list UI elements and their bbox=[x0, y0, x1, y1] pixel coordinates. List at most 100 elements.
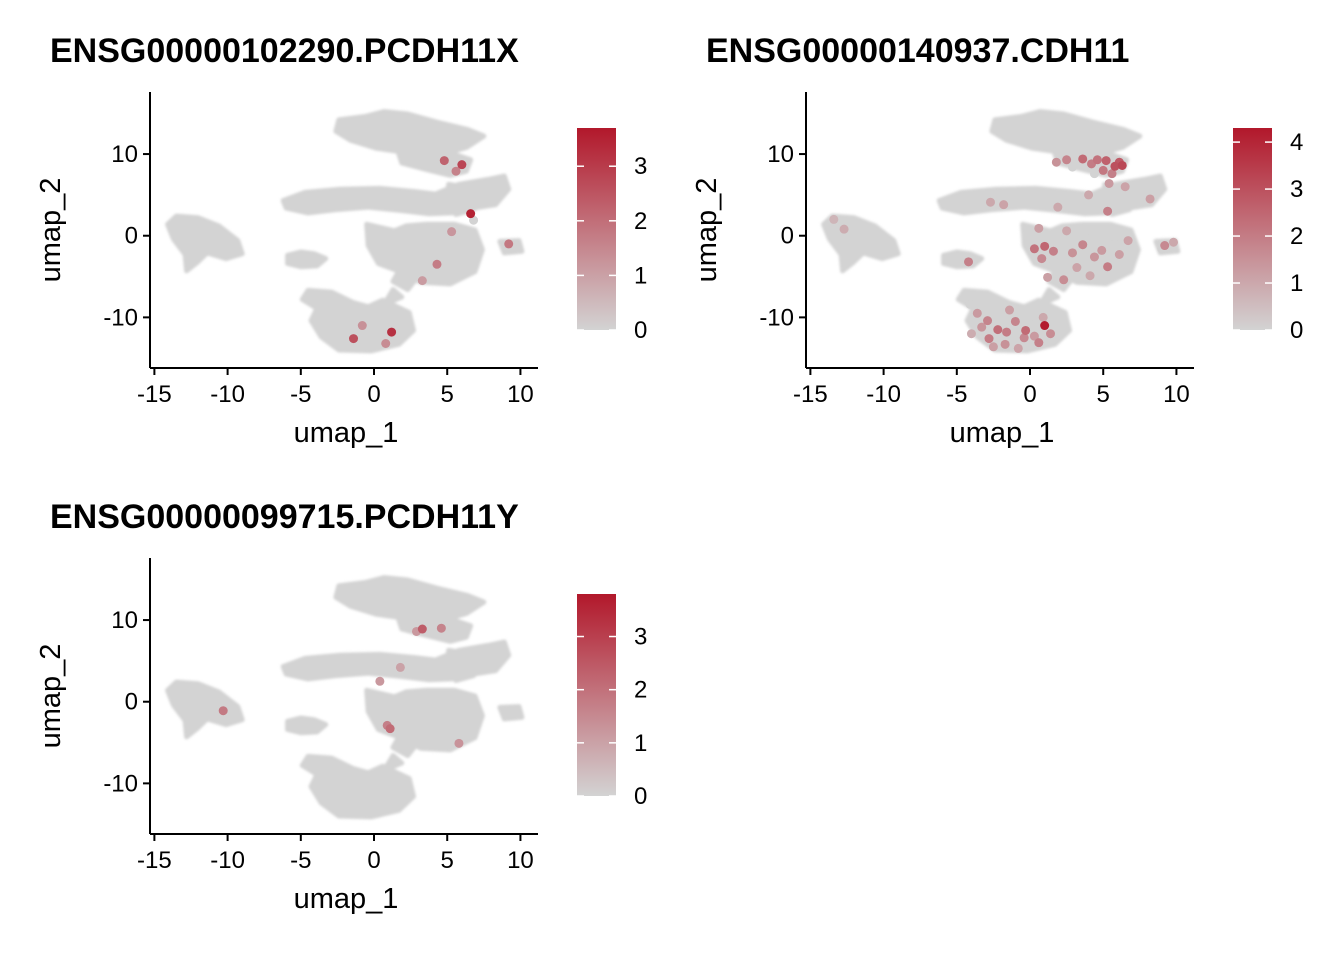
cell-cluster-1 bbox=[165, 213, 245, 274]
panels: ENSG00000102290.PCDH11X -15 -10 -5 0 5 10 -10 0 1… bbox=[35, 32, 1303, 915]
cell-point bbox=[1048, 255, 1058, 265]
y-tick-label: -10 bbox=[103, 770, 138, 797]
cell-cluster-7 bbox=[364, 221, 485, 287]
expressing-cell-point bbox=[1092, 155, 1102, 165]
expressing-cell-point bbox=[966, 329, 976, 339]
y-tick-label: 10 bbox=[111, 607, 138, 634]
expressing-cell-point bbox=[1040, 241, 1050, 251]
expressing-cell-point bbox=[457, 160, 467, 170]
expressing-cell-point bbox=[1110, 161, 1120, 171]
expressing-cell-point bbox=[1145, 194, 1155, 204]
expressing-cell-point bbox=[1123, 236, 1133, 246]
expressing-cell-point bbox=[1117, 160, 1127, 170]
color-legend-bar bbox=[1233, 128, 1272, 330]
expressing-cell-point bbox=[1019, 333, 1029, 343]
expressing-cell-point bbox=[417, 276, 427, 286]
expressing-cell-point bbox=[432, 259, 442, 269]
expressing-cell-point bbox=[454, 738, 464, 748]
expressing-cell-point bbox=[218, 706, 228, 716]
expressing-cell-point bbox=[1101, 156, 1111, 166]
expressing-cell-point bbox=[1059, 275, 1069, 285]
cell-cluster-11 bbox=[1037, 287, 1061, 307]
y-axis-title: umap_2 bbox=[35, 644, 67, 749]
cell-cluster-8 bbox=[390, 265, 419, 293]
expressing-cell-point bbox=[964, 257, 974, 267]
expressing-cell-point bbox=[1029, 244, 1039, 254]
legend-label: 3 bbox=[1290, 176, 1303, 203]
x-tick-label: -15 bbox=[137, 381, 172, 408]
expressing-cell-point bbox=[385, 724, 395, 734]
cell-cluster-2 bbox=[285, 249, 329, 270]
x-tick-label: -15 bbox=[793, 381, 828, 408]
expressing-cell-point bbox=[985, 197, 995, 207]
expressing-cell-point bbox=[1002, 327, 1012, 337]
expressing-cell-point bbox=[972, 308, 982, 318]
expressing-cell-point bbox=[375, 676, 385, 686]
panel-title: ENSG00000140937.CDH11 bbox=[706, 32, 1129, 70]
color-legend-bar bbox=[577, 128, 616, 330]
expressing-cell-point bbox=[1048, 246, 1058, 256]
y-tick-label: -10 bbox=[103, 304, 138, 331]
x-tick-label: -5 bbox=[290, 381, 311, 408]
expressing-cell-point bbox=[983, 316, 993, 326]
expressing-cell-point bbox=[1043, 272, 1053, 282]
cell-cluster-4 bbox=[394, 612, 474, 644]
cell-point bbox=[1031, 319, 1041, 329]
x-tick-label: -5 bbox=[290, 847, 311, 874]
expressing-cell-point bbox=[1078, 154, 1088, 164]
expressing-cell-point bbox=[381, 339, 391, 349]
cell-point bbox=[965, 299, 975, 309]
expressing-cell-point bbox=[447, 227, 457, 237]
y-tick-label: 0 bbox=[125, 689, 138, 716]
legend-label: 4 bbox=[1290, 129, 1303, 156]
expressing-cell-point bbox=[1160, 241, 1170, 251]
expressing-cell-point bbox=[1046, 329, 1056, 339]
expressing-cell-point bbox=[1072, 263, 1082, 273]
cell-cluster-6 bbox=[444, 647, 481, 683]
legend-label: 2 bbox=[634, 677, 647, 704]
x-tick-label: -5 bbox=[946, 381, 967, 408]
expressing-cell-point bbox=[1120, 182, 1130, 192]
expressing-cell-point bbox=[439, 156, 449, 166]
x-axis-title: umap_1 bbox=[294, 417, 399, 449]
x-tick-label: -15 bbox=[137, 847, 172, 874]
expressing-cell-point bbox=[1114, 249, 1124, 259]
cell-cluster-2 bbox=[285, 715, 329, 736]
cell-cluster-11 bbox=[381, 753, 405, 773]
expressing-cell-point bbox=[1034, 338, 1044, 348]
cell-point bbox=[1089, 169, 1099, 179]
panel-title: ENSG00000099715.PCDH11Y bbox=[50, 498, 519, 536]
expressing-cell-point bbox=[1051, 157, 1061, 167]
x-axis-title: umap_1 bbox=[294, 883, 399, 915]
expressing-cell-point bbox=[1104, 178, 1114, 188]
cell-cluster-6 bbox=[444, 181, 481, 217]
cell-cluster-9 bbox=[497, 704, 525, 722]
expressing-cell-point bbox=[1005, 305, 1015, 315]
expressing-cell-point bbox=[1067, 248, 1077, 258]
x-tick-label: -10 bbox=[210, 381, 245, 408]
expressing-cell-point bbox=[1062, 226, 1072, 236]
expressing-cell-point bbox=[395, 662, 405, 672]
expressing-cell-point bbox=[504, 239, 514, 249]
expressing-cell-point bbox=[1084, 190, 1094, 200]
cell-point bbox=[846, 232, 856, 242]
panel-title: ENSG00000102290.PCDH11X bbox=[50, 32, 519, 70]
y-axis-title: umap_2 bbox=[35, 178, 67, 283]
y-tick-label: 0 bbox=[781, 223, 794, 250]
y-tick-label: 0 bbox=[125, 223, 138, 250]
expressing-cell-point bbox=[436, 623, 446, 633]
x-tick-label: 5 bbox=[441, 847, 454, 874]
cell-cluster-3 bbox=[333, 575, 487, 623]
x-tick-label: -10 bbox=[866, 381, 901, 408]
expressing-cell-point bbox=[1040, 321, 1050, 331]
expressing-cell-point bbox=[357, 321, 367, 331]
cell-point bbox=[1067, 162, 1077, 172]
expressing-cell-point bbox=[1107, 169, 1117, 179]
cell-point bbox=[1009, 337, 1019, 347]
legend-label: 0 bbox=[1290, 317, 1303, 344]
expressing-cell-point bbox=[1097, 245, 1107, 255]
y-tick-label: 10 bbox=[111, 141, 138, 168]
expressing-cell-point bbox=[1038, 312, 1048, 322]
